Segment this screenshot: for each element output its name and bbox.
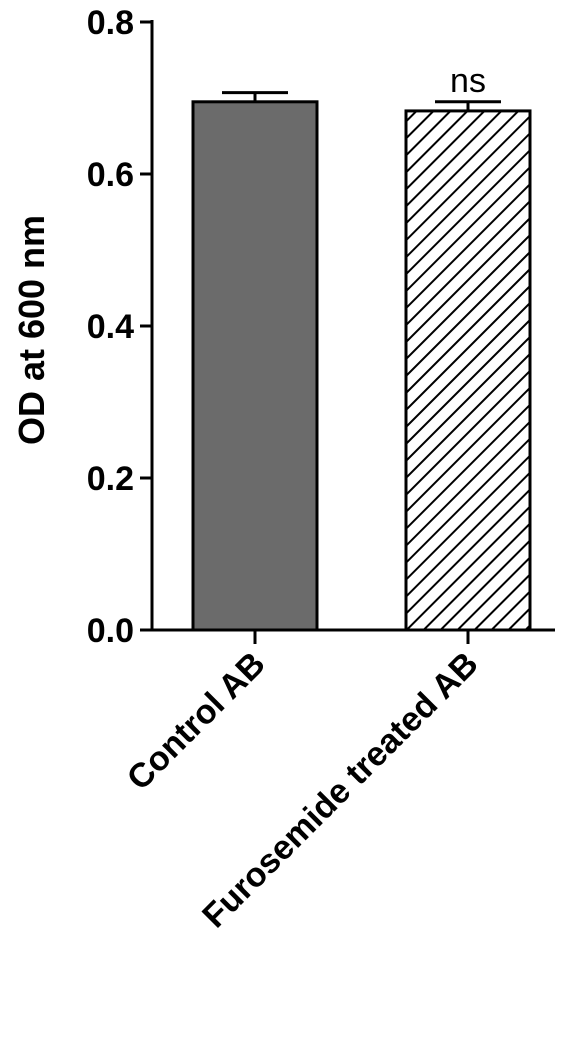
bar [404, 109, 532, 632]
y-tick-label: 0.6 [87, 156, 134, 194]
significance-label: ns [450, 62, 486, 100]
x-tick-label: Control AB [120, 645, 273, 798]
y-tick-label: 0.0 [87, 612, 134, 650]
y-tick-label: 0.8 [87, 4, 134, 42]
y-tick-label: 0.2 [87, 460, 134, 498]
y-tick-label: 0.4 [87, 308, 134, 346]
bar [191, 100, 319, 632]
y-axis-label: OD at 600 nm [11, 215, 52, 445]
